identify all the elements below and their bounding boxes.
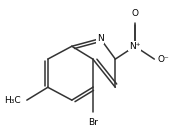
Text: N: N xyxy=(97,34,104,43)
Text: H₃C: H₃C xyxy=(4,96,21,105)
Text: O: O xyxy=(131,9,138,18)
Text: Br: Br xyxy=(88,118,98,127)
Text: O⁻: O⁻ xyxy=(157,55,169,64)
Text: N⁺: N⁺ xyxy=(129,42,141,51)
